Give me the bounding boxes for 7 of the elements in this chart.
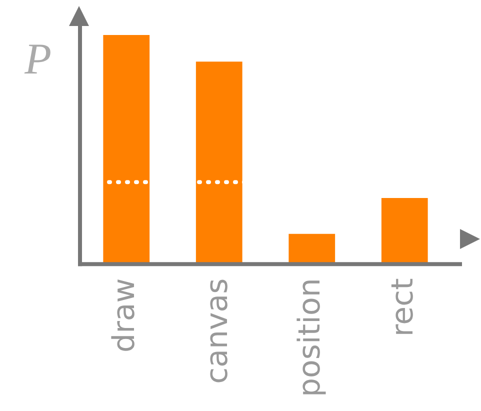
bar [381,198,428,264]
x-tick-label: rect [385,278,420,337]
bar [288,234,336,264]
x-tick-label: canvas [200,278,235,384]
y-axis-title: P [24,34,52,84]
x-tick-label: draw [107,278,142,352]
x-tick-label: position [292,278,328,397]
